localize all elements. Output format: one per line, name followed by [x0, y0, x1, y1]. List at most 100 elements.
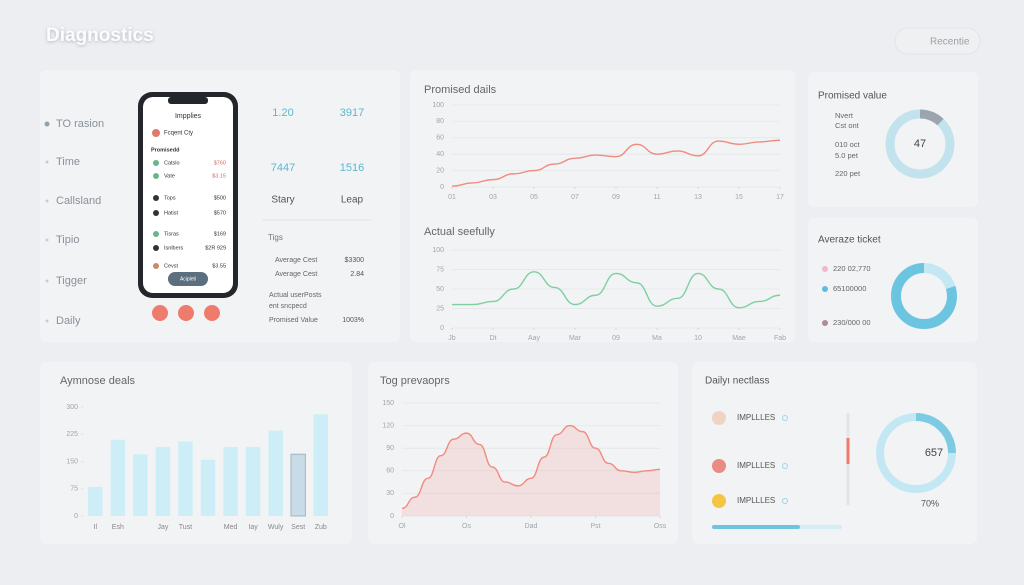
bar — [223, 446, 238, 516]
bar — [88, 486, 103, 516]
donut-note: 70% — [921, 498, 939, 508]
x-tick-label: Mae — [732, 335, 746, 342]
status-dot — [782, 463, 788, 469]
row-label: Tisras — [164, 231, 179, 237]
y-tick-label: 60 — [386, 468, 394, 475]
legend-label: Cst ont — [835, 121, 860, 130]
stat: Stary — [271, 195, 294, 206]
x-tick-label: 03 — [489, 194, 497, 201]
row-icon — [153, 263, 159, 269]
phone-button-label: Acipleti — [180, 276, 196, 282]
x-tick-label: 11 — [653, 194, 660, 201]
y-tick-label: 75 — [436, 266, 444, 273]
panel — [808, 218, 978, 342]
panel — [692, 362, 977, 544]
stat: 3917 — [340, 107, 364, 119]
chart-title: Averaze ticket — [818, 235, 881, 246]
x-tick-label: Il — [94, 524, 98, 531]
y-tick-label: 50 — [436, 286, 444, 293]
list-item: IMPLLLES — [737, 461, 775, 470]
phone-section: Promisedd — [151, 147, 179, 153]
phone-button[interactable] — [168, 272, 208, 286]
y-tick-label: 120 — [382, 422, 394, 429]
x-tick-label: 13 — [694, 194, 702, 201]
icon-button[interactable] — [204, 305, 220, 321]
y-tick-label: 300 — [66, 404, 78, 411]
legend-label: 65100000 — [833, 284, 866, 293]
row-value: $2R 929 — [205, 245, 226, 251]
legend-swatch — [822, 266, 828, 272]
row-icon — [153, 160, 159, 166]
legend-label: Nvert — [835, 111, 854, 120]
avatar — [712, 459, 726, 473]
row-icon — [153, 195, 159, 201]
stat: 1516 — [340, 162, 364, 174]
x-tick-label: 09 — [612, 335, 620, 342]
chart-title: Actual seefully — [424, 226, 495, 238]
x-tick-label: 09 — [612, 194, 620, 201]
x-tick-label: Esh — [112, 524, 124, 531]
x-tick-label: 15 — [735, 194, 743, 201]
nav-dot — [45, 160, 49, 164]
avatar — [152, 129, 160, 137]
chart-title: Promised value — [818, 91, 887, 102]
nav-item: Daily — [56, 315, 81, 327]
y-tick-label: 30 — [386, 490, 394, 497]
y-tick-label: 25 — [436, 305, 444, 312]
tip-label: ent sncpecd — [269, 303, 307, 310]
button[interactable] — [894, 27, 981, 55]
y-tick-label: 60 — [436, 135, 444, 142]
y-tick-label: 100 — [432, 247, 444, 254]
page-title: Diagnostics — [46, 25, 154, 46]
legend-label: 220 02,770 — [833, 264, 871, 273]
icon-button[interactable] — [178, 305, 194, 321]
x-tick-label: Dad — [525, 523, 538, 530]
bar — [133, 454, 148, 516]
legend-swatch — [822, 320, 828, 326]
x-tick-label: Fab — [774, 335, 786, 342]
tip-label: Actual userPosts — [269, 292, 322, 299]
bar — [155, 446, 171, 516]
legend-swatch — [822, 286, 828, 292]
x-tick-label: 17 — [776, 194, 784, 201]
bar — [245, 446, 261, 516]
legend-label: 010 oct — [835, 140, 861, 149]
chart-title: Promised dails — [424, 84, 497, 96]
row-value: $570 — [214, 210, 226, 216]
x-tick-label: Wuly — [268, 524, 284, 531]
donut-center: 657 — [925, 447, 943, 459]
row-label: Tops — [164, 195, 176, 201]
nav-item: TO rasion — [56, 118, 104, 130]
row-icon — [153, 173, 159, 179]
tip-label: Average Cest — [275, 271, 317, 278]
x-tick-label: Aay — [528, 335, 541, 342]
row-value: $3.55 — [212, 263, 226, 269]
nav-item: Tipio — [56, 234, 79, 246]
y-tick-label: 100 — [432, 102, 444, 109]
icon-button[interactable] — [152, 305, 168, 321]
tip-value: $3300 — [345, 257, 365, 264]
nav-item: Time — [56, 156, 80, 168]
x-tick-label: Zub — [315, 524, 327, 531]
avatar — [712, 494, 726, 508]
bar — [178, 441, 193, 516]
button-label[interactable]: Recentie — [930, 37, 970, 48]
x-tick-label: Tust — [179, 524, 192, 531]
avatar — [712, 411, 726, 425]
tip-label: Average Cest — [275, 257, 317, 264]
row-icon — [153, 231, 159, 237]
row-value: $500 — [214, 195, 226, 201]
donut-segment — [891, 263, 957, 329]
row-value: $3.15 — [212, 173, 226, 179]
row-icon — [153, 210, 159, 216]
x-tick-label: Sest — [291, 524, 305, 531]
x-tick-label: Pst — [590, 523, 600, 530]
y-tick-label: 0 — [440, 325, 444, 332]
chart-title: Dailyı nectlass — [705, 376, 769, 387]
tip-label: Promised Value — [269, 317, 318, 324]
y-tick-label: 225 — [66, 431, 78, 438]
panel — [368, 362, 678, 544]
legend-label: 5.0 pet — [835, 151, 859, 160]
panel — [40, 362, 352, 544]
y-tick-label: 0 — [440, 184, 444, 191]
